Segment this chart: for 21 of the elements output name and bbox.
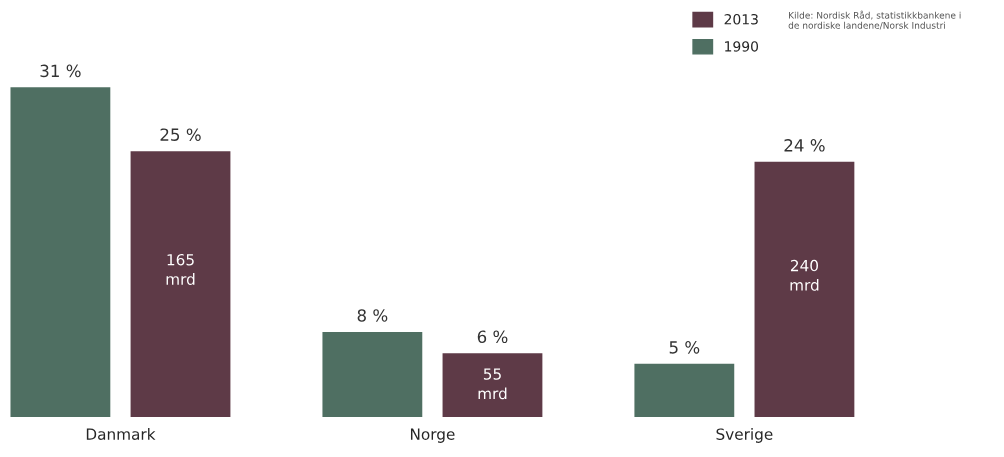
text: Kilde: Nordisk Råd, statistikkbankene i de nordiske landene/Norsk Industri: [788, 10, 961, 30]
annotation: 165 mrd: [166, 253, 195, 285]
bar: [130, 151, 231, 417]
data-label: 6 %: [477, 330, 508, 344]
data-label: 24 %: [784, 139, 825, 152]
bar: [10, 87, 111, 417]
bar: [754, 161, 855, 417]
data-label: 5 %: [669, 341, 700, 354]
annotation: 55 mrd: [478, 368, 507, 400]
legend-label: 2013: [724, 14, 758, 25]
data-label: 31 %: [40, 64, 81, 78]
bar: [634, 363, 735, 417]
annotation: 240 mrd: [790, 259, 819, 291]
data-label: 25 %: [160, 128, 201, 141]
x-tick-label: Danmark: [86, 428, 156, 440]
bar: [322, 331, 423, 417]
x-tick-label: Sverige: [716, 428, 773, 443]
bar: [442, 353, 543, 417]
legend-label: 1990: [725, 41, 759, 52]
x-tick-label: Norge: [410, 428, 455, 443]
data-label: 8 %: [357, 309, 388, 322]
